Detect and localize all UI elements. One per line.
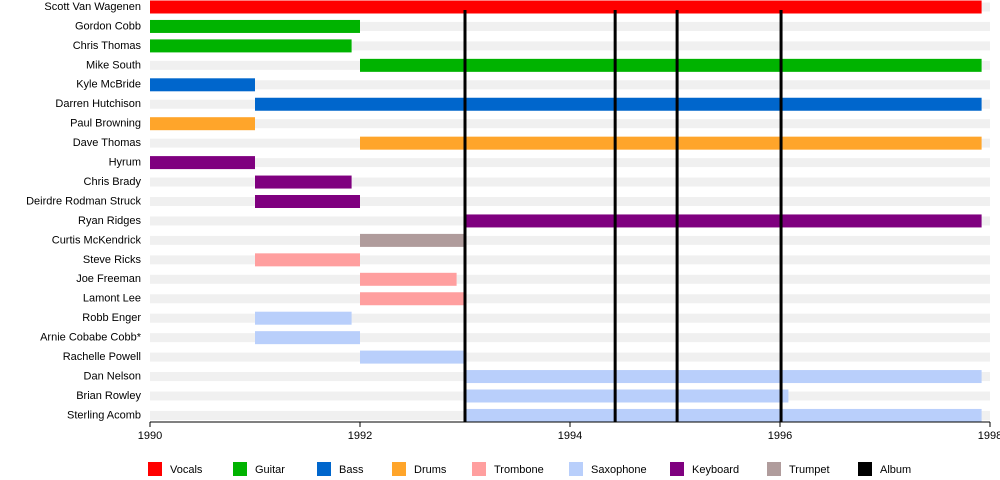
legend-label: Saxophone <box>591 464 647 476</box>
member-bar <box>150 0 982 14</box>
member-label: Lamont Lee <box>83 293 141 305</box>
x-tick-label: 1998 <box>978 430 1000 442</box>
row-background <box>150 333 990 343</box>
member-bar <box>465 389 789 403</box>
row-background <box>150 21 990 31</box>
member-bar <box>465 370 982 384</box>
legend-label: Vocals <box>170 464 203 476</box>
member-label: Steve Ricks <box>83 254 142 266</box>
legend-label: Trumpet <box>789 464 830 476</box>
member-bar <box>255 195 360 208</box>
member-label: Ryan Ridges <box>78 215 141 227</box>
member-bar <box>360 136 982 150</box>
member-label: Joe Freeman <box>76 273 141 285</box>
member-label: Brian Rowley <box>76 390 141 402</box>
member-bar <box>360 58 982 72</box>
x-tick-label: 1992 <box>348 430 372 442</box>
legend-label: Trombone <box>494 464 544 476</box>
member-label: Paul Browning <box>70 118 141 130</box>
member-label: Chris Brady <box>84 176 142 188</box>
row-background <box>150 255 990 265</box>
legend-label: Keyboard <box>692 464 739 476</box>
member-bar <box>360 272 457 286</box>
member-label: Rachelle Powell <box>63 351 141 363</box>
member-bar <box>360 292 465 306</box>
row-background <box>150 197 990 206</box>
legend-swatch <box>392 462 406 476</box>
row-background <box>150 313 990 323</box>
row-background <box>150 41 990 51</box>
legend-swatch <box>233 462 247 476</box>
row-background <box>150 274 990 284</box>
member-label: Robb Enger <box>82 312 141 324</box>
legend-swatch <box>569 462 583 476</box>
member-label: Chris Thomas <box>73 40 142 52</box>
legend-swatch <box>858 462 872 476</box>
x-tick-label: 1996 <box>768 430 792 442</box>
member-label: Deirdre Rodman Struck <box>26 195 141 207</box>
legend-label: Album <box>880 464 911 476</box>
legend-label: Guitar <box>255 464 285 476</box>
legend-swatch <box>472 462 486 476</box>
member-bar <box>150 78 255 92</box>
legend-swatch <box>767 462 781 476</box>
member-bar <box>360 233 465 247</box>
member-bar <box>255 97 982 111</box>
member-label: Sterling Acomb <box>67 409 141 421</box>
row-background <box>150 177 990 187</box>
x-tick-label: 1990 <box>138 430 162 442</box>
member-bar <box>465 214 982 228</box>
member-bar <box>255 253 360 267</box>
legend-swatch <box>317 462 331 476</box>
member-label: Curtis McKendrick <box>52 234 142 246</box>
member-label: Dan Nelson <box>84 370 141 382</box>
member-label: Darren Hutchison <box>55 98 141 110</box>
row-background <box>150 352 990 362</box>
legend-label: Drums <box>414 464 447 476</box>
member-bar <box>255 331 360 345</box>
row-background <box>150 158 990 168</box>
legend-swatch <box>670 462 684 476</box>
member-label: Dave Thomas <box>73 137 142 149</box>
legend-swatch <box>148 462 162 476</box>
member-label: Scott Van Wagenen <box>44 1 141 13</box>
member-bar <box>150 117 255 131</box>
member-bar <box>150 156 255 170</box>
member-bar <box>360 350 465 364</box>
legend-label: Bass <box>339 464 364 476</box>
row-background <box>150 294 990 304</box>
member-label: Hyrum <box>109 157 141 169</box>
row-background <box>150 235 990 245</box>
x-tick-label: 1994 <box>558 430 582 442</box>
member-bar <box>150 39 352 53</box>
member-bar <box>465 408 982 422</box>
member-bar <box>255 175 352 189</box>
member-label: Gordon Cobb <box>75 20 141 32</box>
member-bar <box>150 19 360 33</box>
member-label: Kyle McBride <box>76 79 141 91</box>
member-label: Arnie Cobabe Cobb* <box>40 332 142 344</box>
row-background <box>150 119 990 129</box>
member-label: Mike South <box>86 59 141 71</box>
member-bar <box>255 311 352 325</box>
row-background <box>150 80 990 90</box>
